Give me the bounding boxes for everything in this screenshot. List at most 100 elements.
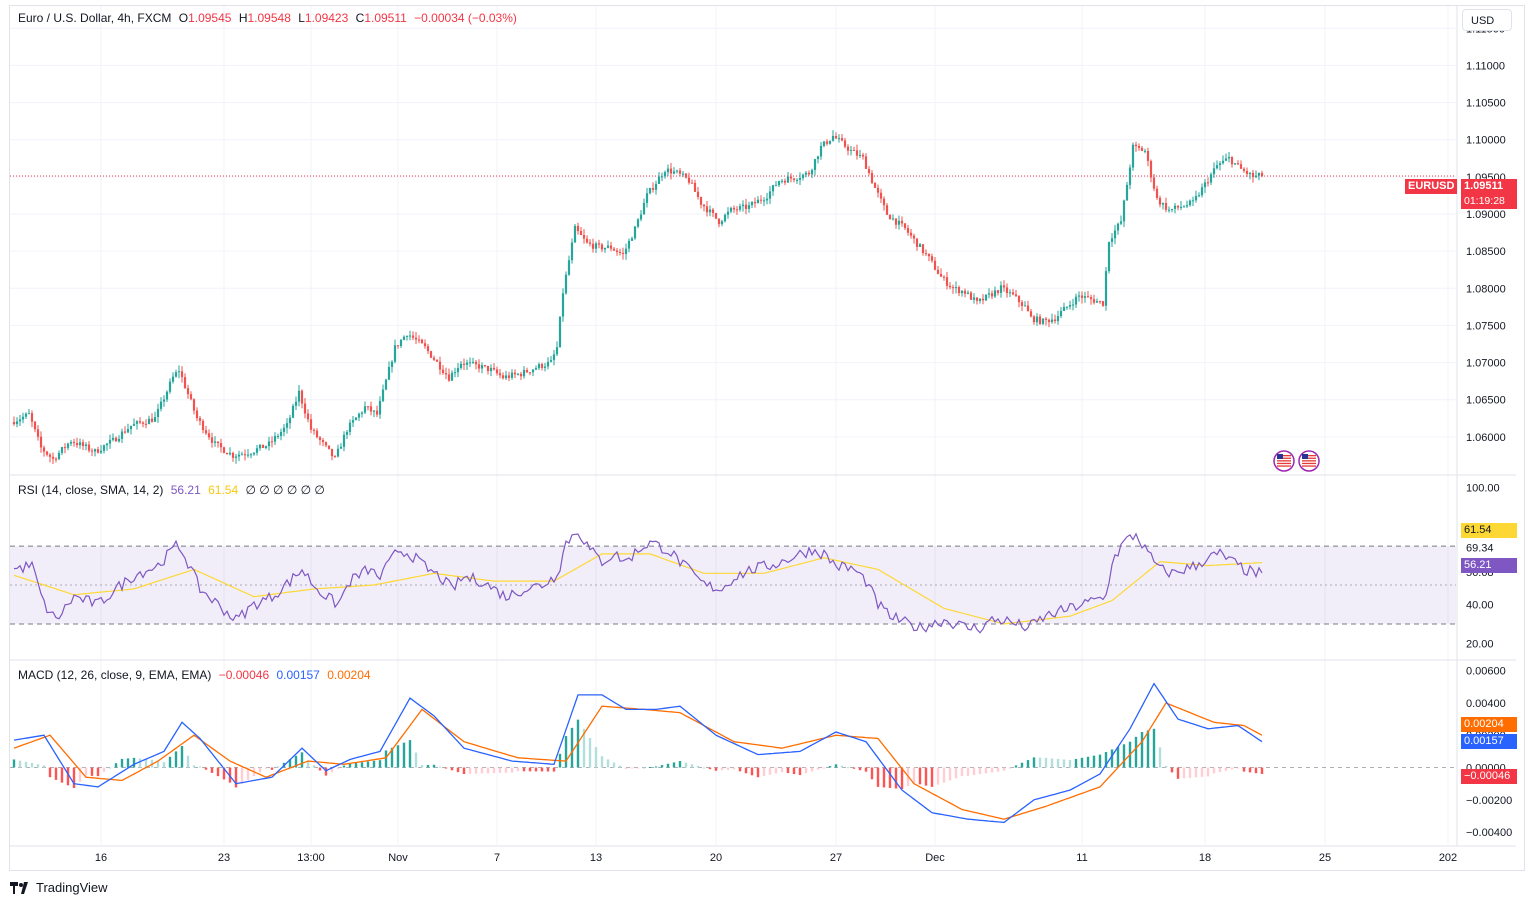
candle: [861, 152, 865, 160]
candle: [420, 338, 424, 344]
macd-histogram-bar: [702, 767, 706, 769]
candle-body: [351, 420, 355, 423]
macd-histogram-bar: [1158, 747, 1162, 768]
flag-stripe: [1277, 462, 1291, 465]
macd-histogram-bar: [84, 767, 88, 776]
candle-body: [774, 185, 778, 187]
flag-stripe: [1277, 457, 1291, 459]
candle-body: [120, 431, 124, 439]
candle-body: [528, 372, 532, 374]
rsi-tag: 56.21: [1461, 558, 1517, 573]
candle: [930, 253, 934, 263]
macd-histogram-bar: [738, 767, 742, 772]
candle-body: [639, 214, 643, 220]
candle: [495, 366, 499, 376]
candle: [1149, 159, 1153, 183]
currency-button[interactable]: USD: [1462, 9, 1512, 31]
macd-histogram-bar: [1182, 767, 1186, 779]
flag-canton: [1302, 454, 1308, 459]
candle-body: [165, 391, 169, 400]
candle-body: [492, 367, 496, 370]
candle: [243, 449, 247, 461]
candle-body: [618, 252, 622, 254]
macd-histogram-bar: [1116, 746, 1120, 768]
candle-body: [1038, 316, 1042, 324]
candle-body: [309, 419, 313, 430]
rsi-legend[interactable]: RSI (14, close, SMA, 14, 2) 56.21 61.54 …: [18, 483, 329, 497]
candle-body: [480, 365, 484, 369]
candle: [297, 385, 301, 407]
candle: [519, 371, 523, 381]
candle: [351, 415, 355, 428]
candle-body: [750, 202, 754, 206]
macd-histogram-bar: [18, 760, 22, 768]
candle-body: [1089, 297, 1093, 300]
candle: [399, 339, 403, 348]
candle-body: [753, 202, 757, 204]
candle: [372, 410, 376, 417]
symbol-legend[interactable]: Euro / U.S. Dollar, 4h, FXCM O1.09545 H1…: [18, 11, 521, 25]
candle: [891, 214, 895, 221]
candle: [810, 168, 814, 179]
macd-histogram-bar: [498, 767, 502, 773]
candle: [1083, 291, 1087, 303]
candle-body: [57, 452, 61, 459]
candle: [822, 141, 826, 148]
symbol-price-tag[interactable]: EURUSD: [1405, 179, 1458, 194]
candle-body: [39, 436, 43, 448]
macd-histogram-bar: [408, 740, 412, 768]
candle-body: [1092, 299, 1096, 303]
candle-body: [99, 450, 103, 453]
candle-body: [405, 335, 409, 337]
candle-body: [216, 441, 220, 444]
candle: [513, 369, 517, 379]
candle: [603, 247, 607, 253]
candle: [831, 130, 835, 142]
candle: [363, 401, 367, 414]
macd-histogram-bar: [420, 765, 424, 768]
macd-histogram-bar: [840, 765, 844, 768]
event-flags[interactable]: [1273, 450, 1320, 472]
candle-body: [447, 374, 451, 381]
candle-body: [1128, 167, 1132, 185]
candle-body: [267, 441, 271, 447]
candle-body: [423, 343, 427, 347]
candle-body: [939, 273, 943, 277]
macd-histogram-bar: [138, 758, 142, 768]
candle-body: [741, 204, 745, 207]
macd-histogram-bar: [852, 767, 856, 769]
candle: [846, 144, 850, 156]
macd-histogram-bar: [918, 767, 922, 785]
macd-legend[interactable]: MACD (12, 26, close, 9, EMA, EMA) −0.000…: [18, 668, 375, 682]
candle: [1230, 156, 1234, 168]
candle-body: [963, 290, 967, 294]
us-flag-icon[interactable]: [1298, 450, 1320, 472]
candle-body: [810, 169, 814, 175]
symbol-title[interactable]: Euro / U.S. Dollar, 4h, FXCM: [18, 11, 172, 25]
macd-histogram-bar: [522, 767, 526, 772]
candle: [195, 407, 199, 422]
us-flag-icon[interactable]: [1273, 450, 1295, 472]
macd-histogram-bar: [564, 736, 568, 768]
time-tick-label: 202: [1439, 852, 1457, 864]
candle-body: [633, 226, 637, 239]
candle-body: [501, 375, 505, 379]
candle-body: [393, 345, 397, 362]
time-tick-label: 7: [494, 852, 500, 864]
candle-body: [396, 345, 400, 347]
candle: [147, 415, 151, 425]
candle-body: [834, 135, 838, 139]
candle-body: [867, 168, 871, 174]
macd-title[interactable]: MACD (12, 26, close, 9, EMA, EMA): [18, 668, 212, 682]
candle: [123, 426, 127, 434]
candle: [783, 178, 787, 186]
tradingview-logo[interactable]: TradingView: [10, 880, 108, 895]
candle: [21, 412, 25, 424]
candle: [801, 173, 805, 181]
candle: [1050, 313, 1054, 324]
candle-body: [1101, 301, 1105, 306]
rsi-title[interactable]: RSI (14, close, SMA, 14, 2): [18, 483, 164, 497]
macd-histogram-bar: [30, 763, 34, 768]
candle: [570, 238, 574, 264]
